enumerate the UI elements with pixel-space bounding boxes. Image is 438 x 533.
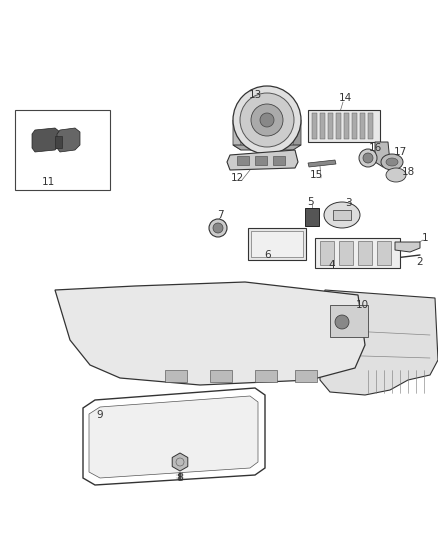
Ellipse shape	[324, 202, 360, 228]
Polygon shape	[233, 120, 241, 150]
Bar	[344, 113, 349, 139]
Text: 6: 6	[265, 250, 271, 260]
Bar	[210, 370, 232, 382]
Text: 15: 15	[309, 170, 323, 180]
Bar	[312, 113, 317, 139]
Bar	[251, 231, 303, 257]
Polygon shape	[233, 145, 301, 150]
Bar	[295, 370, 317, 382]
Bar	[336, 113, 341, 139]
Polygon shape	[308, 160, 336, 167]
Polygon shape	[320, 290, 438, 395]
Bar	[320, 113, 325, 139]
Polygon shape	[227, 150, 298, 170]
Polygon shape	[89, 396, 258, 478]
Text: 3: 3	[345, 198, 351, 208]
Text: 7: 7	[217, 210, 223, 220]
Text: 11: 11	[41, 177, 55, 187]
Bar	[330, 305, 368, 337]
Ellipse shape	[260, 113, 274, 127]
Bar	[328, 113, 333, 139]
Ellipse shape	[251, 104, 283, 136]
Text: 1: 1	[422, 233, 428, 243]
Ellipse shape	[381, 154, 403, 170]
Text: 13: 13	[248, 90, 261, 100]
Text: 2: 2	[417, 257, 423, 267]
Text: 12: 12	[230, 173, 244, 183]
Bar	[339, 241, 353, 265]
Bar	[358, 241, 372, 265]
Bar	[320, 241, 334, 265]
Bar	[352, 113, 357, 139]
Polygon shape	[375, 142, 390, 167]
Bar	[165, 370, 187, 382]
Bar	[255, 370, 277, 382]
Text: 4: 4	[328, 260, 336, 270]
Circle shape	[209, 219, 227, 237]
Circle shape	[335, 315, 349, 329]
Text: 14: 14	[339, 93, 352, 103]
Bar	[305, 208, 319, 226]
Ellipse shape	[240, 93, 294, 147]
Circle shape	[359, 149, 377, 167]
Bar	[333, 210, 351, 220]
Circle shape	[363, 153, 373, 163]
Text: 18: 18	[401, 167, 415, 177]
Bar	[368, 113, 373, 139]
Bar	[237, 156, 249, 165]
Polygon shape	[57, 128, 80, 152]
Polygon shape	[395, 242, 420, 252]
Bar	[248, 228, 306, 260]
Circle shape	[213, 223, 223, 233]
Polygon shape	[55, 282, 365, 385]
Polygon shape	[32, 128, 60, 152]
Ellipse shape	[233, 86, 301, 154]
Text: 5: 5	[307, 197, 313, 207]
Bar	[360, 113, 365, 139]
Text: 8: 8	[177, 473, 184, 483]
Text: 9: 9	[97, 410, 103, 420]
Bar	[308, 110, 380, 142]
Bar	[273, 156, 285, 165]
Polygon shape	[172, 453, 188, 471]
Bar	[255, 156, 267, 165]
Bar	[15, 110, 110, 190]
Bar	[55, 136, 62, 148]
Ellipse shape	[386, 168, 406, 182]
Bar	[315, 238, 400, 268]
Ellipse shape	[386, 158, 398, 166]
Polygon shape	[293, 120, 301, 148]
Text: 17: 17	[393, 147, 406, 157]
Text: 16: 16	[368, 143, 381, 153]
Bar	[377, 241, 391, 265]
Text: 10: 10	[356, 300, 368, 310]
